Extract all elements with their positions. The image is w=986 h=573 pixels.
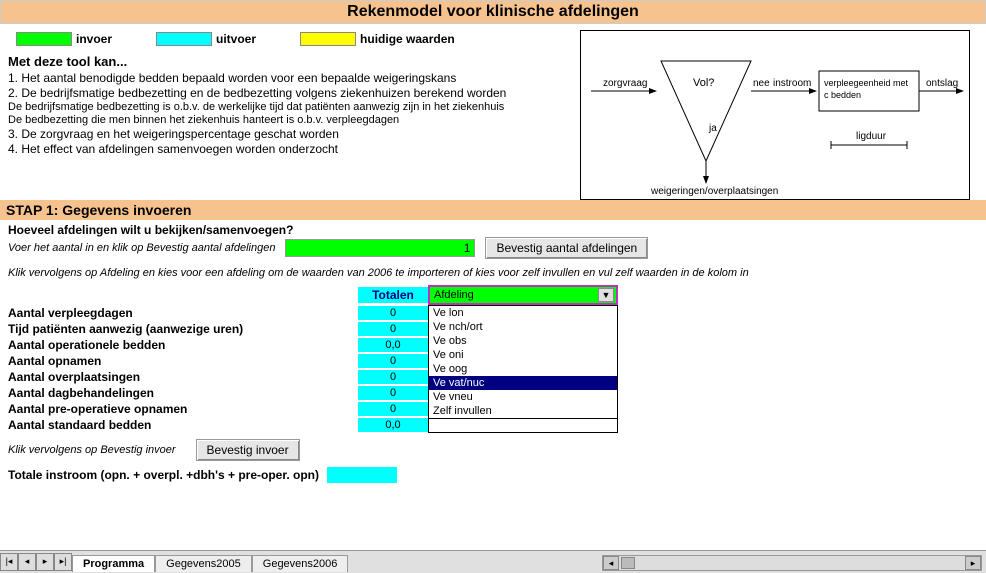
diagram-label: nee <box>753 78 770 89</box>
horizontal-scrollbar[interactable]: ◂ ▸ <box>602 555 982 571</box>
sheet-tab-gegevens2005[interactable]: Gegevens2005 <box>155 555 252 572</box>
diagram-label: instroom <box>773 78 811 89</box>
legend-row: invoer uitvoer huidige waarden <box>8 24 572 50</box>
row-label: Aantal operationele bedden <box>8 337 358 353</box>
dropdown-option[interactable]: Ve obs <box>429 334 617 348</box>
step1-bar: STAP 1: Gegevens invoeren <box>0 200 986 220</box>
swatch-invoer <box>16 32 72 46</box>
step1-instruction: Klik vervolgens op Afdeling en kies voor… <box>0 259 986 285</box>
row-label: Aantal standaard bedden <box>8 417 358 433</box>
afdeling-dropdown[interactable]: Afdeling ▼ Ve lonVe nch/ortVe obsVe oniV… <box>428 285 618 305</box>
tab-nav-first-icon[interactable]: |◂ <box>0 553 18 571</box>
diagram-label: Vol? <box>693 77 714 89</box>
tool-subitem: De bedrijfsmatige bedbezetting is o.b.v.… <box>8 101 572 113</box>
tab-nav-last-icon[interactable]: ▸| <box>54 553 72 571</box>
diagram-label: c bedden <box>824 90 861 100</box>
dropdown-option[interactable]: Ve vneu <box>429 390 617 404</box>
confirm-invoer-button[interactable]: Bevestig invoer <box>196 439 300 461</box>
page-title: Rekenmodel voor klinische afdelingen <box>0 0 986 24</box>
dropdown-option[interactable]: Ve oog <box>429 362 617 376</box>
row-label: Aantal verpleegdagen <box>8 305 358 321</box>
dropdown-option[interactable]: Zelf invullen <box>429 404 617 418</box>
diagram-label: ja <box>708 123 717 134</box>
sheet-tab-programma[interactable]: Programma <box>72 555 155 572</box>
total-cell: 0,0 <box>358 338 428 352</box>
chevron-down-icon[interactable]: ▼ <box>598 288 614 302</box>
data-grid: Totalen Afdeling ▼ Ve lonVe nch/ortVe ob… <box>0 285 986 433</box>
totalen-header: Totalen <box>358 287 428 303</box>
legend-label-invoer: invoer <box>76 32 112 46</box>
tool-heading: Met deze tool kan... <box>8 54 572 69</box>
tool-item: 2. De bedrijfsmatige bedbezetting en de … <box>8 86 572 100</box>
dropdown-selected[interactable]: Afdeling ▼ <box>430 287 616 303</box>
swatch-uitvoer <box>156 32 212 46</box>
afdelingen-count-input[interactable]: 1 <box>285 239 475 257</box>
total-cell: 0 <box>358 306 428 320</box>
step1-question: Hoeveel afdelingen wilt u bekijken/samen… <box>0 220 986 237</box>
dropdown-list[interactable]: Ve lonVe nch/ortVe obsVe oniVe oogVe vat… <box>428 305 618 419</box>
dropdown-option[interactable]: Ve nch/ort <box>429 320 617 334</box>
manual-input-cell[interactable] <box>428 417 618 433</box>
total-cell: 0 <box>358 322 428 336</box>
dropdown-option[interactable]: Ve vat/nuc <box>429 376 617 390</box>
row-label: Aantal dagbehandelingen <box>8 385 358 401</box>
tool-item: 1. Het aantal benodigde bedden bepaald w… <box>8 71 572 85</box>
row-label: Aantal pre-operatieve opnamen <box>8 401 358 417</box>
dropdown-option[interactable]: Ve oni <box>429 348 617 362</box>
scroll-left-icon[interactable]: ◂ <box>603 556 619 570</box>
tool-item: 3. De zorgvraag en het weigeringspercent… <box>8 127 572 141</box>
row-label: Aantal opnamen <box>8 353 358 369</box>
tab-nav-prev-icon[interactable]: ◂ <box>18 553 36 571</box>
step1-hint: Voer het aantal in en klik op Bevestig a… <box>8 242 275 254</box>
confirm-invoer-hint: Klik vervolgens op Bevestig invoer <box>8 444 176 456</box>
diagram-label: ontslag <box>926 78 958 89</box>
tool-subitem: De bedbezetting die men binnen het zieke… <box>8 114 572 126</box>
totale-instroom-label: Totale instroom (opn. + overpl. +dbh's +… <box>0 468 327 482</box>
tool-list: 1. Het aantal benodigde bedden bepaald w… <box>8 71 572 156</box>
flow-diagram: zorgvraag Vol? nee ja instroom verpleege… <box>580 30 970 200</box>
total-cell: 0 <box>358 402 428 416</box>
legend-label-uitvoer: uitvoer <box>216 32 256 46</box>
total-cell: 0 <box>358 354 428 368</box>
scroll-right-icon[interactable]: ▸ <box>965 556 981 570</box>
row-label: Aantal overplaatsingen <box>8 369 358 385</box>
sheet-tabs-bar: |◂ ◂ ▸ ▸| Programma Gegevens2005 Gegeven… <box>0 550 986 573</box>
total-cell: 0 <box>358 386 428 400</box>
dropdown-option[interactable]: Ve lon <box>429 306 617 320</box>
totale-instroom-cell <box>327 467 397 483</box>
sheet-tab-gegevens2006[interactable]: Gegevens2006 <box>252 555 349 572</box>
swatch-huidige <box>300 32 356 46</box>
dropdown-selected-label: Afdeling <box>434 289 474 301</box>
diagram-label: verpleegeenheid met <box>824 78 909 88</box>
row-label: Tijd patiënten aanwezig (aanwezige uren) <box>8 321 358 337</box>
scroll-thumb[interactable] <box>621 557 635 569</box>
confirm-afdelingen-button[interactable]: Bevestig aantal afdelingen <box>485 237 648 259</box>
tab-nav-next-icon[interactable]: ▸ <box>36 553 54 571</box>
diagram-label: ligduur <box>856 131 887 142</box>
total-cell: 0 <box>358 370 428 384</box>
legend-label-huidige: huidige waarden <box>360 32 455 46</box>
total-cell: 0,0 <box>358 418 428 432</box>
tool-item: 4. Het effect van afdelingen samenvoegen… <box>8 142 572 156</box>
diagram-label: zorgvraag <box>603 78 647 89</box>
diagram-label: weigeringen/overplaatsingen <box>650 186 778 197</box>
